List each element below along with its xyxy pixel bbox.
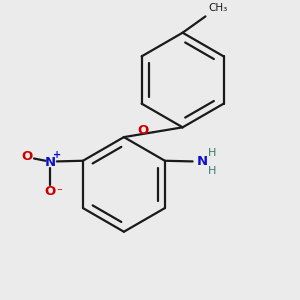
Text: N: N: [45, 156, 56, 169]
Text: CH₃: CH₃: [209, 3, 228, 13]
Text: O: O: [45, 185, 56, 198]
Text: H: H: [208, 148, 217, 158]
Text: ⁻: ⁻: [56, 187, 62, 197]
Text: +: +: [53, 150, 62, 160]
Text: H: H: [208, 166, 217, 176]
Text: N: N: [196, 155, 208, 168]
Text: O: O: [22, 150, 33, 163]
Text: O: O: [138, 124, 149, 137]
